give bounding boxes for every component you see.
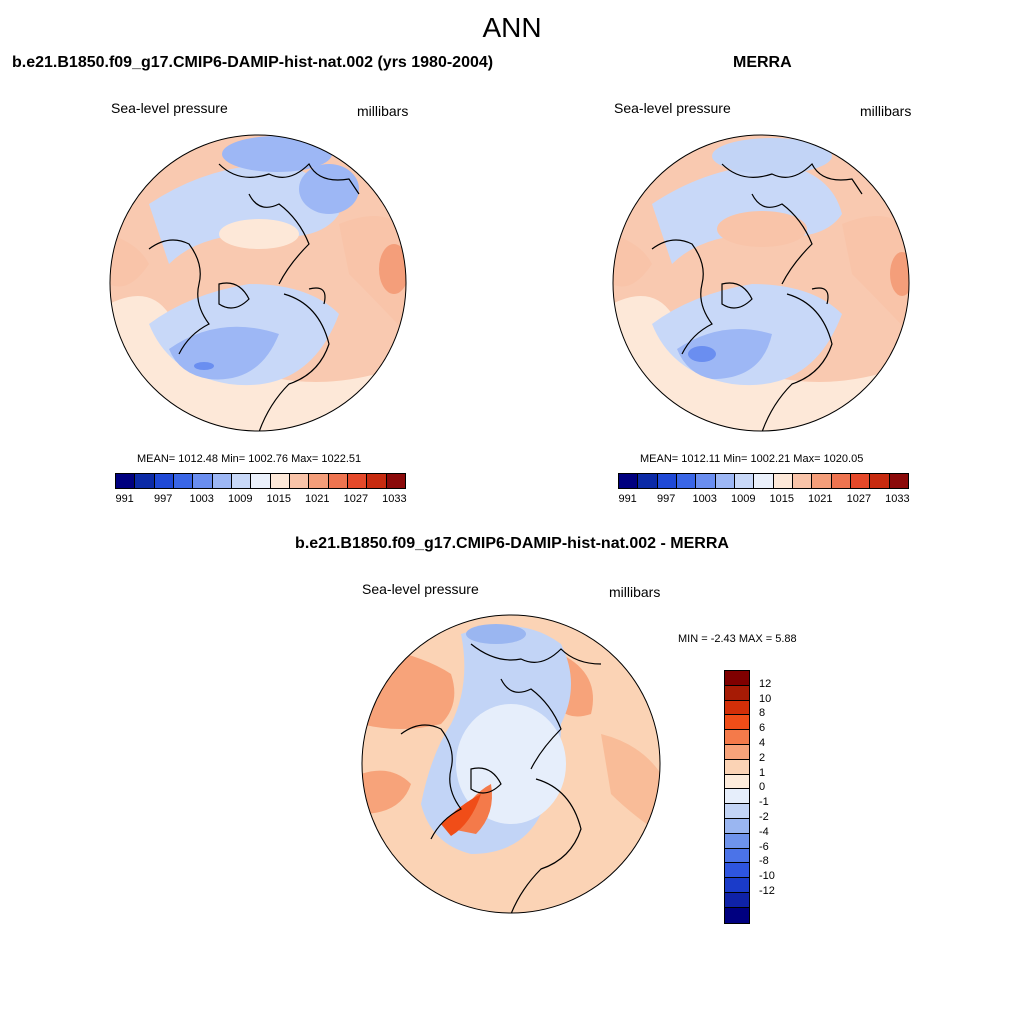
colorbar-tick-label: 0 — [759, 781, 766, 794]
colorbar-swatch — [734, 474, 755, 488]
colorbar-swatch — [725, 685, 749, 701]
colorbar-swatch — [676, 474, 697, 488]
colorbar-swatch — [792, 474, 813, 488]
colorbar-tick-label: 4 — [759, 737, 766, 749]
model-colorbar — [115, 473, 406, 489]
colorbar-swatch — [725, 789, 749, 805]
colorbar-tick-label: -12 — [759, 885, 775, 897]
colorbar-swatch — [725, 833, 749, 849]
diff-units-label: millibars — [609, 584, 661, 600]
obs-polar-map — [612, 134, 910, 432]
obs-variable-label: Sea-level pressure — [614, 100, 731, 116]
model-units-label: millibars — [357, 103, 409, 119]
colorbar-tick-label: 997 — [656, 493, 676, 505]
colorbar-swatch — [725, 700, 749, 716]
colorbar-swatch — [725, 730, 749, 745]
colorbar-tick-label: -1 — [759, 796, 769, 809]
colorbar-swatch — [328, 474, 348, 488]
colorbar-swatch — [212, 474, 232, 488]
colorbar-tick-label: 1009 — [730, 493, 756, 505]
colorbar-swatch — [231, 474, 252, 488]
diff-polar-map — [361, 614, 661, 914]
colorbar-tick-label: -6 — [759, 840, 769, 853]
colorbar-swatch — [725, 804, 749, 819]
colorbar-swatch — [309, 474, 329, 488]
colorbar-swatch — [725, 848, 749, 864]
colorbar-tick-label: 1033 — [382, 493, 407, 505]
colorbar-swatch — [347, 474, 368, 488]
colorbar-tick-label: 1003 — [189, 493, 214, 505]
obs-panel-title: MERRA — [733, 54, 792, 71]
colorbar-swatch — [725, 774, 749, 790]
colorbar-tick-label: 2 — [759, 751, 766, 764]
colorbar-tick-label: 10 — [759, 692, 772, 705]
colorbar-swatch — [725, 907, 749, 923]
obs-colorbar — [618, 473, 909, 489]
colorbar-swatch — [386, 474, 405, 488]
colorbar-tick-label: 1015 — [769, 493, 795, 505]
figure-title: ANN — [482, 12, 542, 43]
colorbar-tick-label: 1021 — [808, 493, 833, 505]
colorbar-tick-label: 1021 — [305, 493, 330, 505]
diff-stats: MIN = -2.43 MAX = 5.88 — [678, 633, 797, 645]
colorbar-swatch — [725, 878, 749, 893]
colorbar-swatch — [725, 744, 749, 760]
colorbar-swatch — [773, 474, 793, 488]
colorbar-swatch — [831, 474, 851, 488]
colorbar-swatch — [725, 818, 749, 834]
colorbar-swatch — [193, 474, 213, 488]
colorbar-swatch — [367, 474, 387, 488]
colorbar-swatch — [725, 863, 749, 879]
colorbar-swatch — [725, 892, 749, 908]
colorbar-swatch — [619, 474, 639, 488]
colorbar-swatch — [638, 474, 658, 488]
colorbar-tick-label: 1003 — [692, 493, 717, 505]
colorbar-tick-label: 1015 — [266, 493, 292, 505]
colorbar-tick-label: 8 — [759, 707, 766, 720]
colorbar-swatch — [812, 474, 832, 488]
colorbar-tick-label: 991 — [115, 493, 134, 505]
colorbar-swatch — [870, 474, 890, 488]
colorbar-swatch — [754, 474, 774, 488]
obs-units-label: millibars — [860, 103, 912, 119]
colorbar-tick-label: 1 — [759, 766, 766, 779]
colorbar-swatch — [116, 474, 136, 488]
model-panel-title: b.e21.B1850.f09_g17.CMIP6-DAMIP-hist-nat… — [12, 54, 494, 71]
model-polar-map — [109, 134, 407, 432]
colorbar-tick-label: 12 — [759, 677, 772, 690]
colorbar-swatch — [154, 474, 174, 488]
diff-colorbar — [724, 670, 750, 924]
colorbar-swatch — [289, 474, 310, 488]
colorbar-tick-label: 991 — [618, 493, 637, 505]
colorbar-swatch — [270, 474, 290, 488]
colorbar-tick-label: -2 — [759, 811, 769, 823]
colorbar-swatch — [135, 474, 155, 488]
colorbar-swatch — [850, 474, 871, 488]
colorbar-tick-label: -8 — [759, 855, 769, 868]
obs-stats: MEAN= 1012.11 Min= 1002.21 Max= 1020.05 — [640, 453, 864, 465]
colorbar-tick-label: 1033 — [885, 493, 910, 505]
colorbar-tick-label: 1009 — [227, 493, 253, 505]
colorbar-tick-label: -4 — [759, 825, 769, 838]
colorbar-swatch — [251, 474, 271, 488]
colorbar-tick-label: 1027 — [343, 493, 369, 505]
colorbar-swatch — [657, 474, 677, 488]
colorbar-tick-label: 6 — [759, 722, 766, 735]
model-variable-label: Sea-level pressure — [111, 100, 228, 116]
diff-panel-title: b.e21.B1850.f09_g17.CMIP6-DAMIP-hist-nat… — [295, 535, 729, 552]
colorbar-swatch — [889, 474, 908, 488]
colorbar-tick-label: -10 — [759, 870, 775, 883]
colorbar-swatch — [725, 671, 749, 686]
colorbar-tick-label: 997 — [153, 493, 173, 505]
colorbar-tick-label: 1027 — [846, 493, 872, 505]
colorbar-swatch — [173, 474, 194, 488]
colorbar-swatch — [725, 715, 749, 731]
model-stats: MEAN= 1012.48 Min= 1002.76 Max= 1022.51 — [137, 453, 362, 465]
diff-variable-label: Sea-level pressure — [362, 581, 479, 597]
colorbar-swatch — [715, 474, 735, 488]
colorbar-swatch — [696, 474, 716, 488]
colorbar-swatch — [725, 759, 749, 775]
